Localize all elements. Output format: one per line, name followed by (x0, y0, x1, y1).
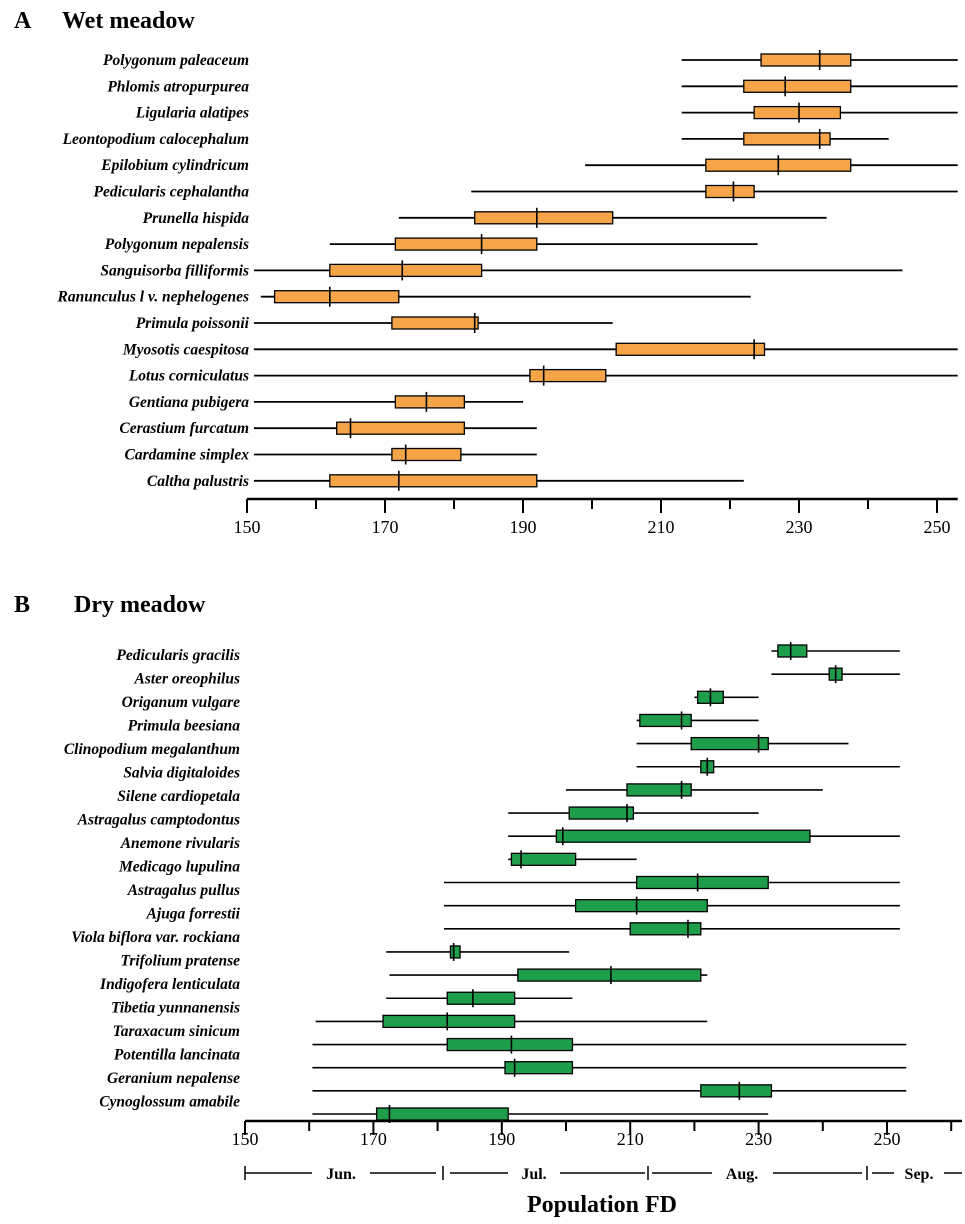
tick-label: 170 (360, 1129, 387, 1149)
species-label: Salvia digitaloides (123, 765, 240, 782)
iqr-box (329, 474, 538, 488)
iqr-box (391, 316, 479, 330)
species-label: Primula poissonii (136, 315, 250, 332)
panel-a-title: Wet meadow (62, 8, 195, 34)
iqr-box (743, 132, 831, 146)
iqr-box (705, 184, 755, 199)
iqr-box (329, 263, 483, 278)
iqr-box (474, 211, 614, 225)
iqr-box (777, 644, 808, 658)
iqr-box (568, 806, 635, 820)
species-label: Pedicularis gracilis (116, 647, 240, 664)
species-label: Trifolium pratense (120, 953, 240, 970)
species-label: Pedicularis cephalantha (94, 184, 250, 201)
iqr-box (555, 829, 811, 843)
species-label: Caltha palustris (147, 473, 249, 490)
species-label: Silene cardiopetala (117, 788, 240, 805)
species-label: Ligularia alatipes (135, 105, 249, 122)
iqr-box (391, 447, 462, 462)
month-label: Aug. (726, 1166, 758, 1183)
iqr-box (629, 922, 702, 936)
species-label: Astragalus camptodontus (77, 812, 240, 829)
iqr-box (394, 237, 538, 251)
iqr-box (510, 852, 577, 866)
panel-a-plot: Polygonum paleaceum Phlomis atropurpurea L… (57, 50, 958, 537)
species-label: Geranium nepalense (107, 1070, 240, 1087)
tick-label: 230 (745, 1129, 772, 1149)
iqr-box (504, 1061, 574, 1075)
panel-b-letter: B (14, 592, 30, 618)
species-label: Phlomis atropurpurea (107, 78, 249, 95)
tick-label: 250 (874, 1129, 901, 1149)
iqr-box (635, 875, 769, 890)
panel-a-letter: A (14, 8, 32, 34)
month-label: Jun. (326, 1166, 356, 1183)
species-label: Indigofera lenticulata (99, 976, 240, 993)
iqr-box (743, 79, 852, 93)
species-label: Taraxacum sinicum (113, 1023, 240, 1040)
species-label: Cerastium furcatum (119, 420, 249, 437)
iqr-box (394, 395, 466, 409)
species-label: Aster oreophilus (133, 671, 240, 688)
tick-label: 210 (617, 1129, 644, 1149)
iqr-box (760, 53, 852, 67)
species-label: Tibetia yunnanensis (111, 1000, 240, 1017)
species-label: Astragalus pullus (127, 882, 240, 899)
species-label: Medicago lupulina (118, 859, 240, 876)
iqr-box (449, 945, 461, 959)
species-label: Polygonum nepalensis (105, 236, 249, 253)
tick-label: 190 (488, 1129, 515, 1149)
species-label: Leontopodium calocephalum (62, 131, 249, 148)
iqr-box (382, 1014, 516, 1029)
species-label: Cardamine simplex (125, 447, 250, 464)
panel-b-title: Dry meadow (74, 592, 206, 618)
iqr-box (529, 368, 607, 383)
x-axis-label: Population FD (527, 1192, 677, 1218)
iqr-box (626, 783, 692, 797)
month-label: Sep. (905, 1166, 934, 1183)
iqr-box (517, 968, 702, 982)
species-label: Lotus corniculatus (128, 368, 249, 385)
species-label: Epilobium cylindricum (100, 157, 249, 174)
tick-label: 150 (232, 1129, 259, 1149)
month-label: Jul. (521, 1166, 546, 1183)
iqr-box (273, 290, 400, 304)
panel-b-plot: Pedicularis gracilis Aster oreophilus Orig… (64, 642, 962, 1183)
species-label: Viola biflora var. rockiana (71, 929, 240, 946)
tick-label: 210 (648, 517, 675, 537)
species-label: Ranunculus l v. nephelogenes (57, 289, 250, 306)
species-label: Polygonum paleaceum (103, 52, 249, 69)
iqr-box (639, 713, 692, 728)
tick-label: 230 (786, 517, 813, 537)
tick-label: 150 (234, 517, 261, 537)
species-label: Clinopodium megalanthum (64, 741, 240, 758)
iqr-box (700, 1084, 773, 1098)
iqr-box (753, 105, 842, 120)
iqr-box (446, 1037, 574, 1052)
iqr-box (615, 342, 766, 356)
iqr-box (336, 421, 466, 435)
iqr-box (690, 736, 769, 751)
species-label: Prunella hispida (143, 210, 250, 227)
species-label: Anemone rivularis (120, 835, 240, 852)
species-label: Primula beesiana (128, 718, 241, 735)
iqr-box (574, 899, 708, 913)
iqr-box (446, 991, 516, 1005)
species-label: Potentilla lancinata (114, 1047, 240, 1064)
species-label: Cynoglossum amabile (99, 1094, 240, 1111)
tick-label: 190 (510, 517, 537, 537)
iqr-box (375, 1107, 509, 1121)
tick-label: 250 (924, 517, 951, 537)
species-label: Origanum vulgare (122, 694, 241, 711)
species-label: Sanguisorba filliformis (100, 262, 249, 279)
tick-label: 170 (372, 517, 399, 537)
species-label: Ajuga forrestii (146, 906, 241, 923)
species-label: Gentiana pubigera (129, 394, 249, 411)
species-label: Myosotis caespitosa (122, 341, 249, 358)
